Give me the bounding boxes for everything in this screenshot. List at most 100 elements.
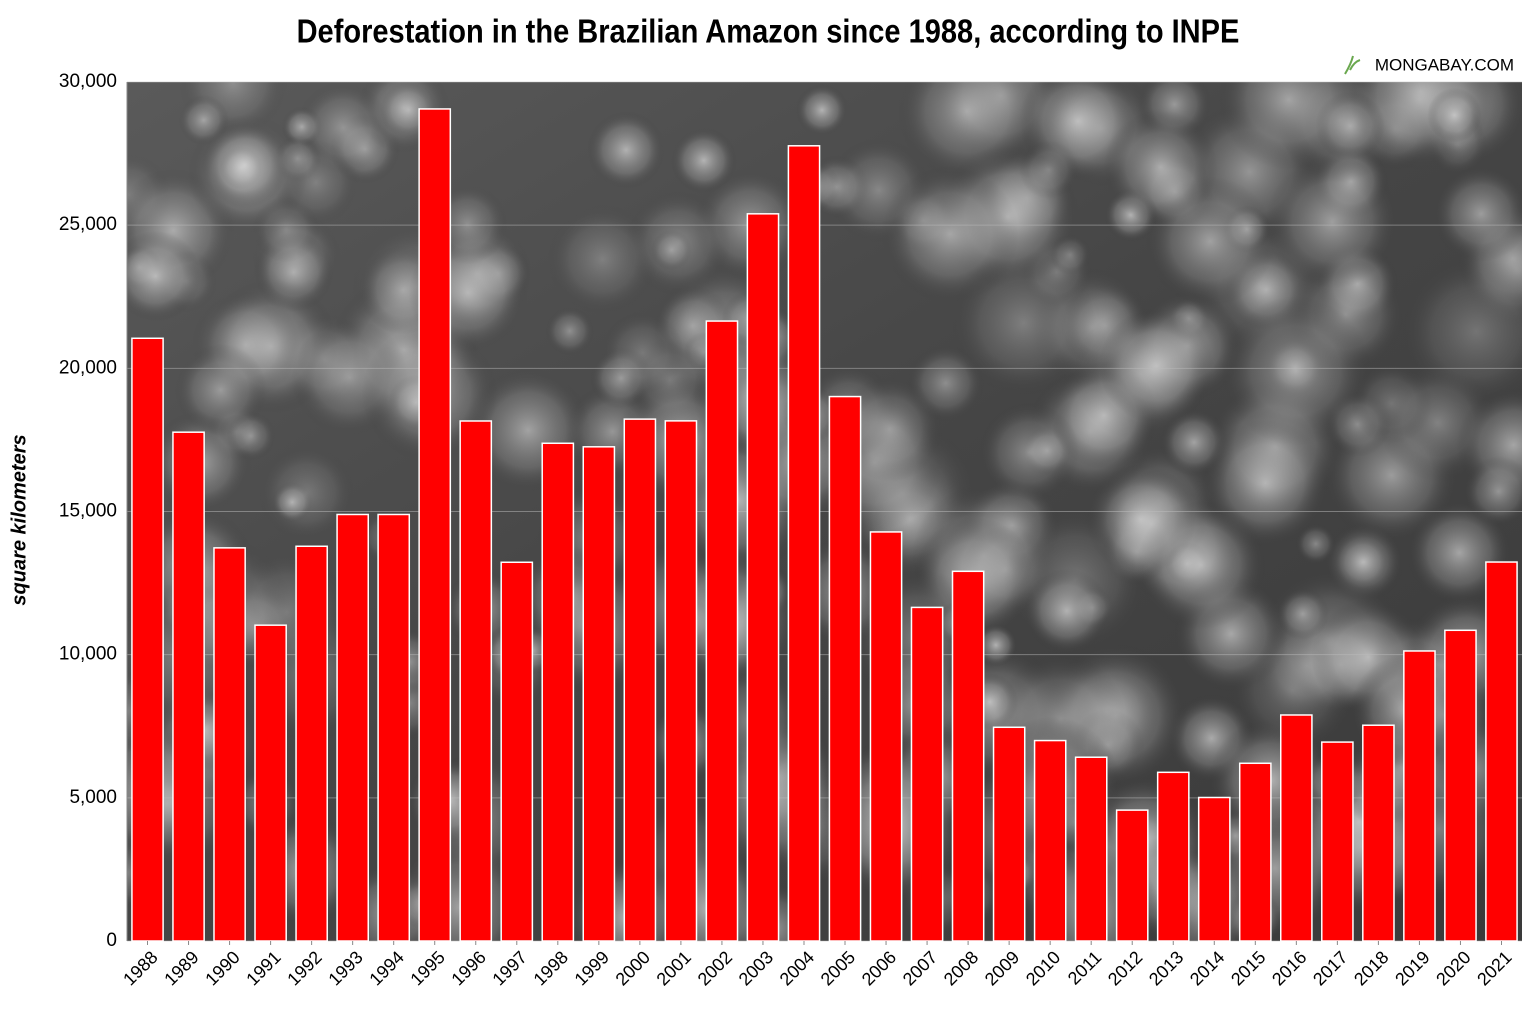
bar xyxy=(582,446,616,942)
x-tick-label: 1989 xyxy=(160,947,202,989)
canopy-blob xyxy=(587,111,665,189)
x-tick-label: 2000 xyxy=(612,947,654,989)
canopy-blob xyxy=(1103,110,1218,224)
bar xyxy=(1115,809,1149,942)
canopy-blob xyxy=(201,121,289,209)
canopy-blob xyxy=(1432,165,1522,263)
canopy-blob xyxy=(1463,456,1522,527)
x-tick-label: 2001 xyxy=(653,947,695,989)
x-tick-label: 2012 xyxy=(1104,947,1146,989)
x-tick-label: 2021 xyxy=(1473,947,1515,989)
bar xyxy=(1197,796,1231,942)
canopy-blob xyxy=(951,251,1096,396)
x-tick-label: 2011 xyxy=(1064,947,1106,989)
canopy-blob xyxy=(974,623,1018,667)
bar xyxy=(1485,561,1518,942)
canopy-blob xyxy=(795,84,849,137)
canopy-blob xyxy=(670,127,737,194)
y-tick-label: 20,000 xyxy=(59,357,117,378)
x-tick-label: 1995 xyxy=(406,947,448,989)
bar xyxy=(869,531,903,942)
canopy-blob xyxy=(1333,533,1392,591)
x-tick-label: 1994 xyxy=(365,947,407,989)
x-tick-label: 2014 xyxy=(1186,947,1228,989)
bar xyxy=(1403,650,1436,942)
x-tick-label: 2008 xyxy=(940,947,982,989)
bar xyxy=(1362,724,1395,942)
canopy-blob xyxy=(1024,568,1110,654)
x-tick-label: 1993 xyxy=(324,947,366,989)
x-tick-label: 2016 xyxy=(1268,947,1310,989)
x-tick-label: 2003 xyxy=(735,947,777,989)
bar xyxy=(787,145,821,942)
canopy-blob xyxy=(127,230,201,322)
bar xyxy=(1279,714,1313,942)
x-tick-label: 2015 xyxy=(1227,947,1269,989)
bar xyxy=(1074,756,1108,942)
x-tick-label: 1991 xyxy=(242,947,284,989)
source-logo xyxy=(1344,55,1361,75)
canopy-blob xyxy=(601,311,684,395)
x-tick-label: 2005 xyxy=(817,947,859,989)
canopy-blob xyxy=(1295,523,1336,565)
bar xyxy=(213,547,246,942)
canopy-blob xyxy=(1276,587,1329,641)
canopy-blob xyxy=(1221,296,1371,446)
bar xyxy=(623,418,657,942)
bar xyxy=(377,513,411,942)
bar xyxy=(951,570,985,942)
x-tick-label: 2019 xyxy=(1391,947,1433,989)
canopy-blob xyxy=(252,196,320,263)
bar xyxy=(910,606,944,942)
bar xyxy=(459,420,493,942)
canopy-blob xyxy=(1350,362,1432,444)
bar xyxy=(541,442,575,942)
canopy-blob xyxy=(651,229,692,271)
bar xyxy=(1321,741,1354,942)
x-tick-label: 2007 xyxy=(899,947,941,989)
x-tick-label: 1992 xyxy=(283,947,325,989)
bar xyxy=(828,395,862,942)
canopy-blob xyxy=(1401,256,1522,407)
chart-title: Deforestation in the Brazilian Amazon si… xyxy=(297,13,1240,50)
x-tick-label: 1990 xyxy=(201,947,243,989)
canopy-blob xyxy=(1315,91,1385,161)
canopy-blob xyxy=(1427,87,1482,143)
bars xyxy=(131,108,1518,942)
x-tick-label: 2009 xyxy=(981,947,1023,989)
x-tick-label: 2006 xyxy=(858,947,900,989)
x-tick-label: 1999 xyxy=(571,947,613,989)
canopy-blob xyxy=(1265,155,1399,289)
canopy-blob xyxy=(979,402,1080,503)
source-label: MONGABAY.COM xyxy=(1375,55,1514,74)
bar xyxy=(705,320,739,942)
canopy-blob xyxy=(837,376,943,482)
x-tick-label: 1988 xyxy=(119,947,161,989)
x-tick-label: 2004 xyxy=(776,947,818,989)
x-tick-label: 2002 xyxy=(694,947,736,989)
y-tick-label: 5,000 xyxy=(69,787,117,808)
bar xyxy=(1033,739,1067,942)
x-tick-label: 1997 xyxy=(489,947,531,989)
x-tick-label: 1998 xyxy=(530,947,572,989)
x-tick-label: 2018 xyxy=(1350,947,1392,989)
canopy-blob xyxy=(258,445,355,541)
canopy-blob xyxy=(1085,464,1197,575)
bar xyxy=(1444,629,1477,942)
bar xyxy=(1156,771,1190,942)
canopy-blob xyxy=(1019,140,1079,200)
x-tick-label: 2017 xyxy=(1309,947,1351,989)
canopy-blob xyxy=(547,204,658,315)
y-tick-label: 25,000 xyxy=(59,214,117,235)
bar xyxy=(500,561,534,942)
bar xyxy=(254,624,287,942)
bar xyxy=(172,431,205,942)
bar xyxy=(992,726,1026,942)
y-axis-label: square kilometers xyxy=(8,434,30,605)
y-tick-label: 0 xyxy=(106,930,117,951)
x-tick-label: 2020 xyxy=(1432,947,1474,989)
bar xyxy=(418,108,452,942)
x-tick-label: 1996 xyxy=(447,947,489,989)
canopy-blob xyxy=(1098,308,1214,424)
